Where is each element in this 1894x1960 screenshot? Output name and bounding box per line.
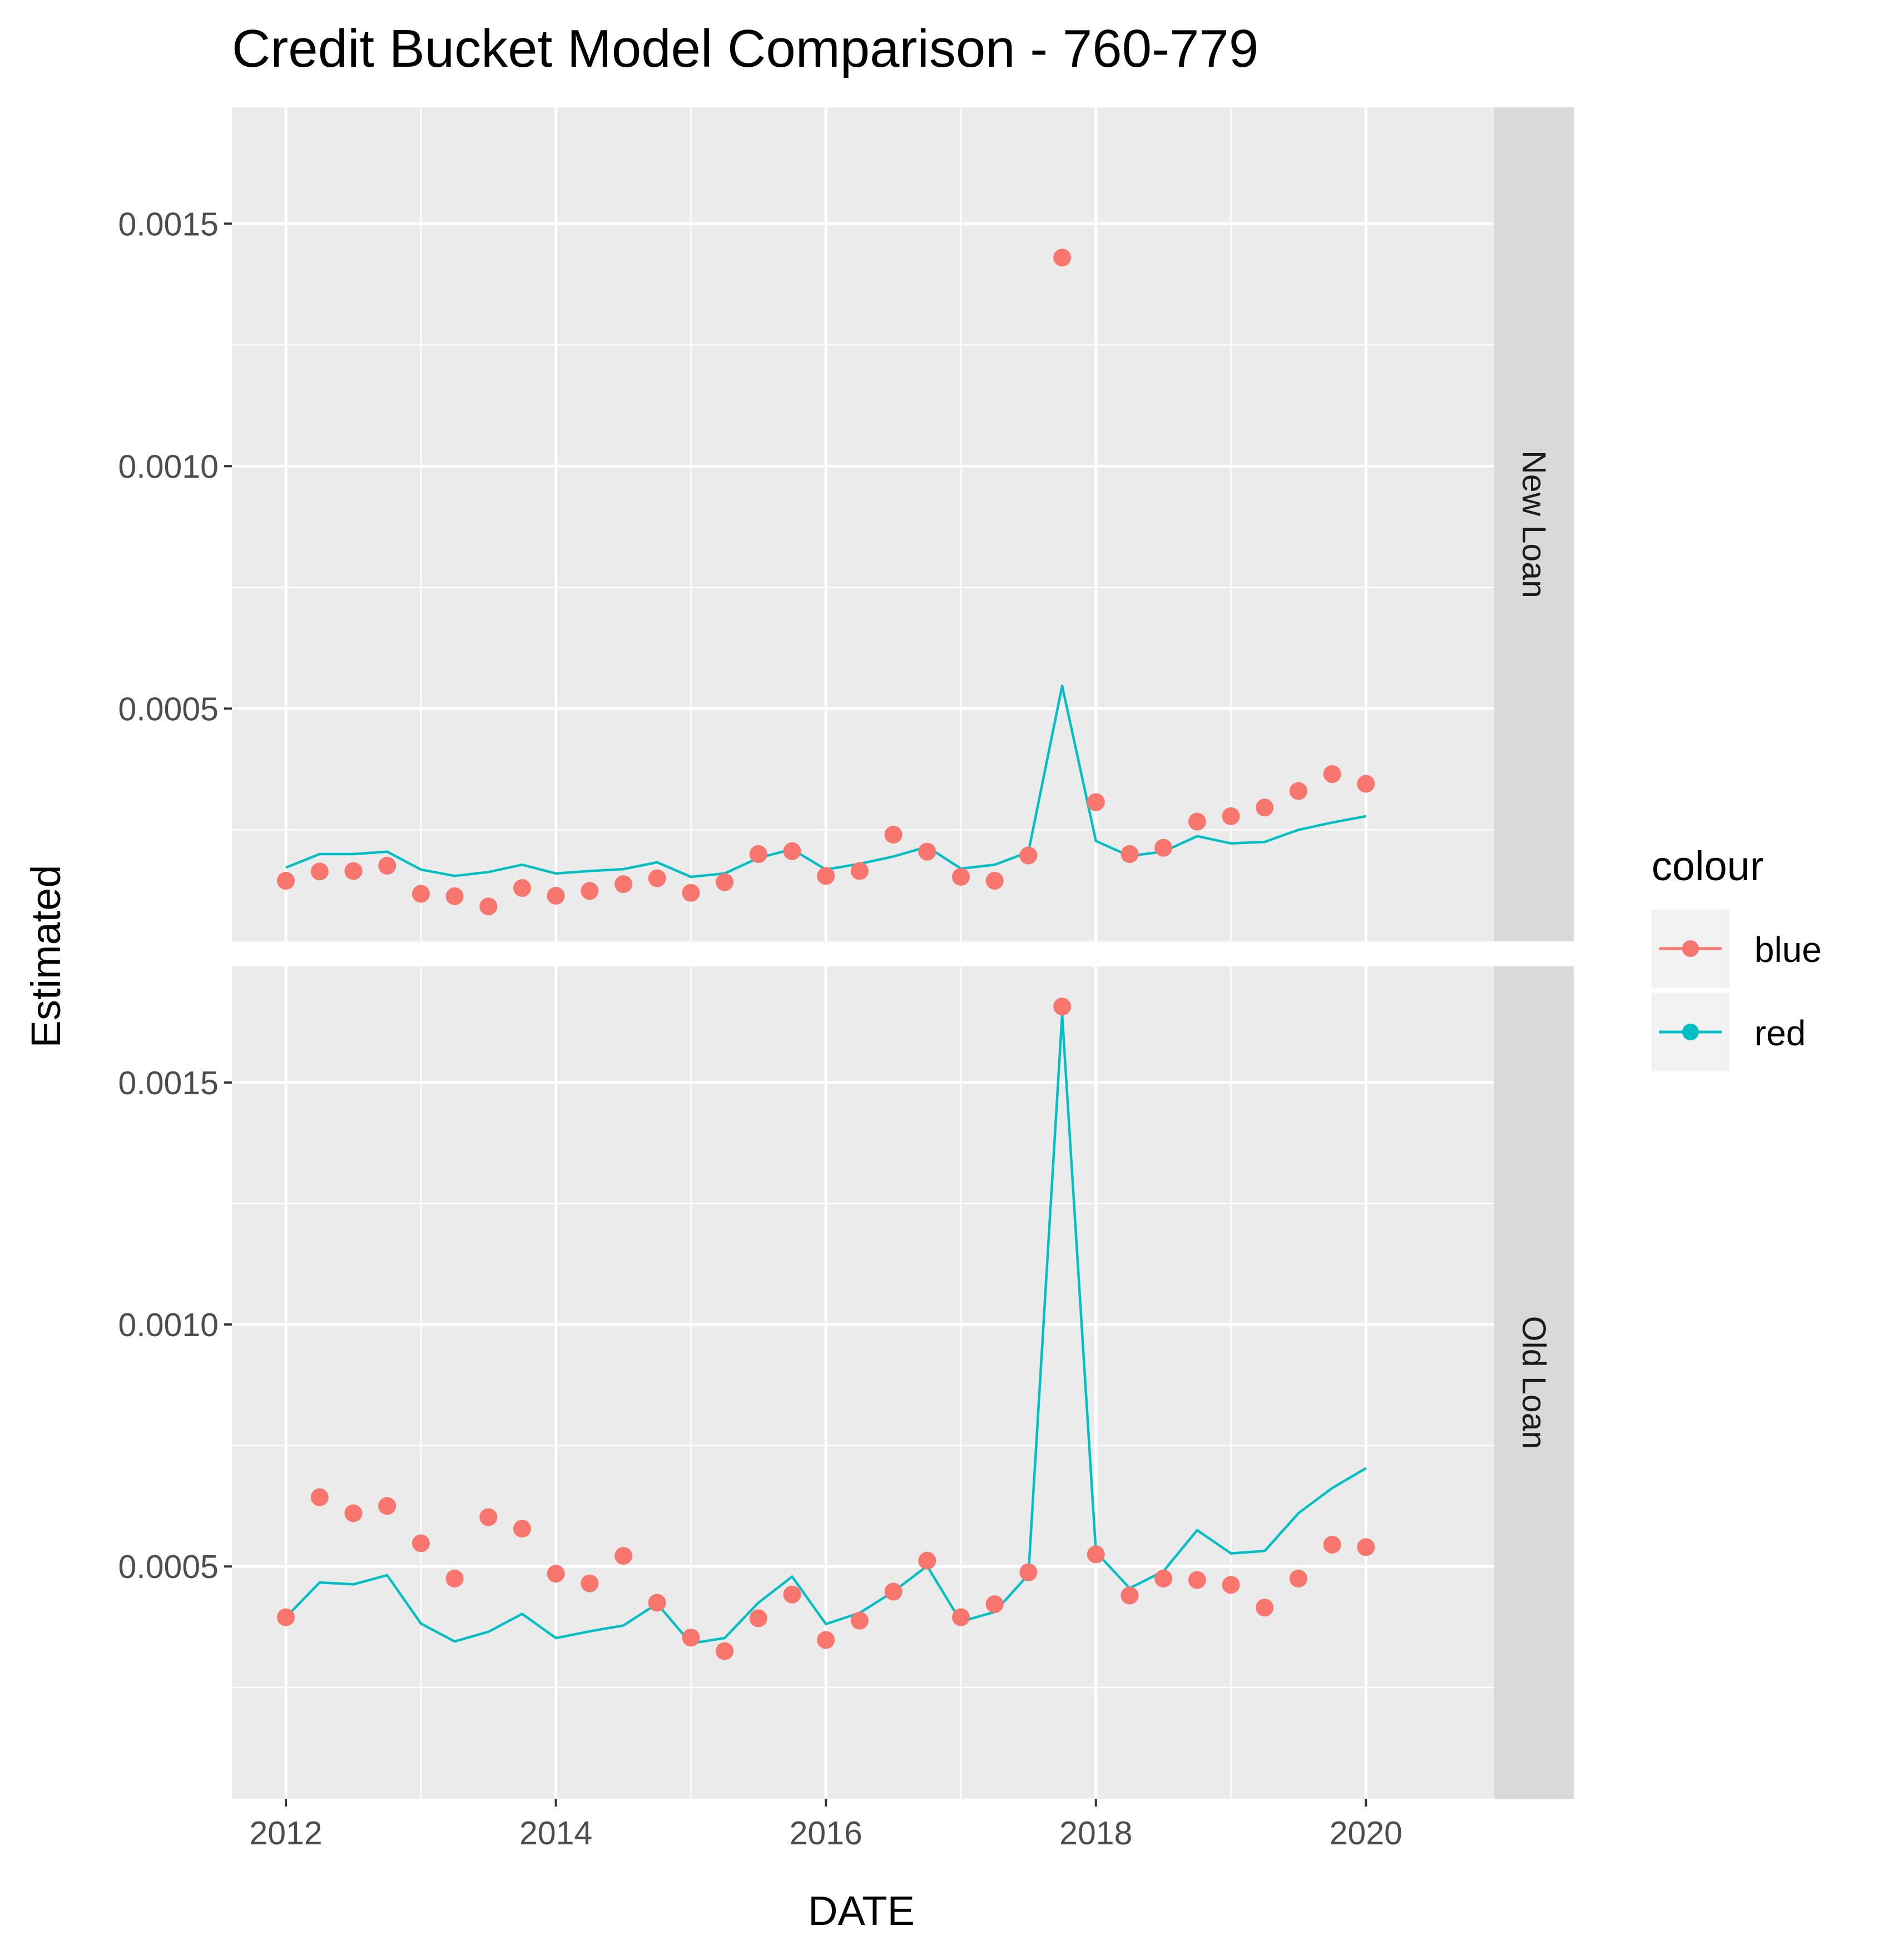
series-point-blue <box>648 1594 666 1612</box>
series-point-blue <box>1222 1576 1240 1594</box>
facet-strip <box>1494 107 1574 941</box>
series-point-blue <box>716 873 734 891</box>
series-point-blue <box>344 1504 363 1522</box>
series-point-blue <box>1087 1545 1105 1564</box>
series-point-blue <box>344 862 363 880</box>
series-point-blue <box>1188 1571 1206 1589</box>
series-point-blue <box>985 872 1004 890</box>
series-point-blue <box>1323 1536 1341 1554</box>
series-point-blue <box>749 1609 767 1627</box>
series-point-blue <box>952 868 970 886</box>
legend-key-red-marker <box>1682 1024 1699 1040</box>
y-tick-label: 0.0015 <box>118 206 219 242</box>
y-tick-label: 0.0005 <box>118 691 219 727</box>
facet-strip-label: New Loan <box>1516 450 1553 598</box>
facet-strip <box>1494 966 1574 1799</box>
series-point-blue <box>1087 793 1105 811</box>
series-point-blue <box>884 826 903 844</box>
series-point-blue <box>783 842 801 860</box>
series-point-blue <box>445 1570 464 1587</box>
series-point-blue <box>378 857 396 875</box>
panel-background <box>232 966 1494 1799</box>
legend-label-red: red <box>1754 1013 1806 1053</box>
series-point-blue <box>1053 249 1072 267</box>
series-point-blue <box>985 1595 1004 1614</box>
series-point-blue <box>547 887 565 905</box>
legend-title: colour <box>1652 843 1764 889</box>
panel-background <box>232 107 1494 941</box>
series-point-blue <box>1290 1570 1307 1587</box>
series-point-blue <box>952 1608 970 1626</box>
series-point-blue <box>1290 782 1307 800</box>
series-point-blue <box>581 882 599 900</box>
series-point-blue <box>682 884 700 902</box>
series-point-blue <box>918 1551 936 1570</box>
series-point-blue <box>648 869 666 887</box>
series-point-blue <box>1154 838 1173 857</box>
series-point-blue <box>850 1611 869 1630</box>
legend: colour blue red <box>1652 843 1822 1071</box>
series-point-blue <box>1154 1570 1173 1587</box>
series-point-blue <box>547 1565 565 1583</box>
series-point-blue <box>850 862 869 880</box>
series-point-blue <box>1019 1563 1038 1581</box>
series-line-red <box>285 1013 1367 1645</box>
series-point-blue <box>513 1520 531 1538</box>
y-tick-label: 0.0010 <box>118 448 219 485</box>
x-axis-label: DATE <box>808 1888 915 1934</box>
series-point-blue <box>445 887 464 905</box>
legend-label-blue: blue <box>1754 930 1822 970</box>
y-tick-label: 0.0005 <box>118 1549 219 1585</box>
series-point-blue <box>1019 846 1038 865</box>
series-point-blue <box>277 1608 295 1626</box>
facet-strip-label: Old Loan <box>1516 1316 1553 1449</box>
x-tick-label: 2018 <box>1059 1815 1132 1852</box>
series-point-blue <box>479 897 498 916</box>
series-point-blue <box>817 867 835 885</box>
series-point-blue <box>378 1497 396 1515</box>
legend-key-blue-marker <box>1682 940 1699 957</box>
series-point-blue <box>479 1508 498 1526</box>
series-point-blue <box>513 879 531 897</box>
x-tick-label: 2016 <box>790 1815 862 1852</box>
panel-old-loan: 0.0005 0.0010 0.0015 Old Loan 2012 2014 2016 20… <box>118 966 1574 1852</box>
series-point-blue <box>1256 1599 1274 1617</box>
series-point-blue <box>1256 798 1274 817</box>
x-tick-label: 2012 <box>249 1815 322 1852</box>
series-point-blue <box>310 862 329 881</box>
series-point-blue <box>1188 812 1206 831</box>
x-tick-label: 2014 <box>519 1815 592 1852</box>
series-point-blue <box>817 1631 835 1649</box>
series-point-blue <box>277 872 295 890</box>
series-point-blue <box>1357 1538 1375 1556</box>
panel-new-loan: 0.0005 0.0010 0.0015 New Loan <box>118 107 1574 941</box>
series-point-blue <box>1357 775 1375 793</box>
series-point-blue <box>411 885 430 903</box>
series-point-blue <box>1222 807 1240 825</box>
y-tick-label: 0.0015 <box>118 1065 219 1101</box>
series-point-blue <box>310 1488 329 1506</box>
series-point-blue <box>1323 765 1341 783</box>
y-tick-label: 0.0010 <box>118 1307 219 1343</box>
series-point-blue <box>1120 845 1139 863</box>
series-point-blue <box>1120 1586 1139 1605</box>
chart-title: Credit Bucket Model Comparison - 760-779 <box>232 19 1258 78</box>
series-point-blue <box>749 845 767 863</box>
series-point-blue <box>918 842 936 861</box>
series-point-blue <box>716 1642 734 1660</box>
series-point-blue <box>884 1582 903 1601</box>
series-point-blue <box>682 1629 700 1647</box>
series-point-blue <box>614 875 633 894</box>
series-point-blue <box>581 1574 599 1592</box>
series-point-blue <box>411 1534 430 1552</box>
x-tick-label: 2020 <box>1330 1815 1402 1852</box>
y-axis-label: Estimated <box>23 865 69 1048</box>
series-point-blue <box>1053 998 1072 1016</box>
series-point-blue <box>783 1585 801 1604</box>
series-point-blue <box>614 1547 633 1565</box>
